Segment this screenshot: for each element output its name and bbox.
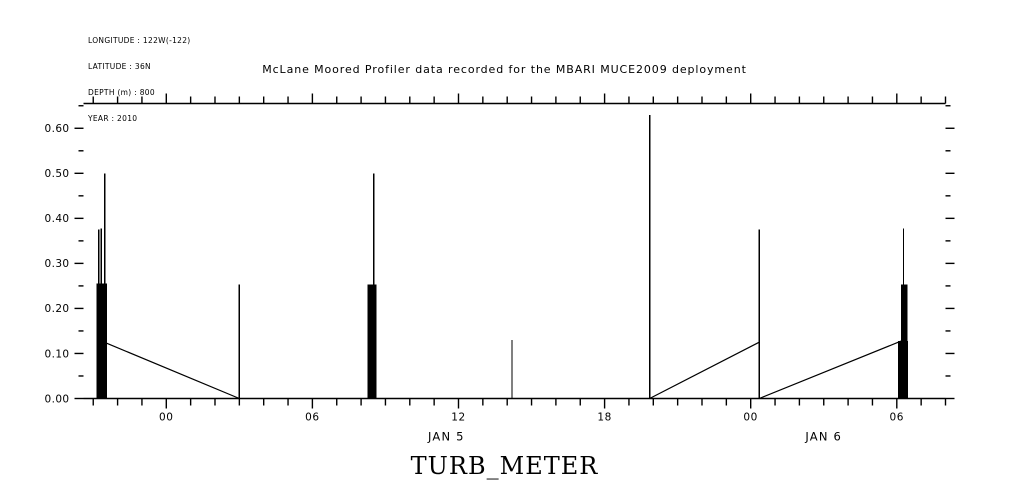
data-bar xyxy=(104,173,106,399)
y-tick-label: 0.40 xyxy=(45,213,70,225)
data-line xyxy=(103,341,240,400)
y-tick-label: 0.20 xyxy=(45,303,70,315)
y-tick-label: 0.30 xyxy=(45,258,70,270)
data-bar xyxy=(511,339,513,399)
y-axis: 0.00 0.10 0.20 0.30 0.40 0.50 0.60 xyxy=(45,105,84,405)
data-bar xyxy=(100,228,103,399)
y-tick-label: 0.10 xyxy=(45,348,70,360)
x-tick-label: 06 xyxy=(305,412,320,424)
y-tick-label: 0.50 xyxy=(45,168,70,180)
x-tick-label: 00 xyxy=(743,412,758,424)
y-tick-label: 0.60 xyxy=(45,123,70,135)
y-axis-right xyxy=(945,105,955,400)
y-tick-label: 0.00 xyxy=(45,393,70,405)
x-axis: 00 06 12 18 00 06 JAN 5 JAN 6 xyxy=(92,93,947,444)
metadata-year: YEAR : 2010 xyxy=(88,113,138,123)
data-bars xyxy=(96,114,908,399)
data-line xyxy=(758,340,902,400)
metadata-latitude: LATITUDE : 36N xyxy=(88,61,151,71)
data-bar xyxy=(758,229,760,399)
data-bar xyxy=(649,114,651,399)
data-line-segments xyxy=(103,340,902,400)
data-bar xyxy=(902,228,904,399)
metadata-longitude: LONGITUDE : 122W(-122) xyxy=(88,36,191,46)
chart-title: McLane Moored Profiler data recorded for… xyxy=(262,63,747,76)
x-tick-label: 00 xyxy=(159,412,174,424)
metadata-block: LONGITUDE : 122W(-122) LATITUDE : 36N DE… xyxy=(88,20,191,140)
variable-name-label: TURB_METER xyxy=(410,452,599,480)
x-day-label: JAN 5 xyxy=(427,430,465,444)
data-bar xyxy=(367,284,377,399)
data-bar xyxy=(238,284,240,399)
data-bar xyxy=(373,173,375,399)
x-tick-label: 12 xyxy=(451,412,466,424)
data-bar xyxy=(905,284,908,399)
x-tick-label: 06 xyxy=(890,412,905,424)
chart-axis-frame xyxy=(83,102,946,400)
x-day-label: JAN 6 xyxy=(804,430,842,444)
x-tick-label: 18 xyxy=(597,412,612,424)
data-line xyxy=(649,341,760,400)
metadata-depth: DEPTH (m) : 800 xyxy=(88,87,155,97)
data-bar xyxy=(97,229,100,399)
